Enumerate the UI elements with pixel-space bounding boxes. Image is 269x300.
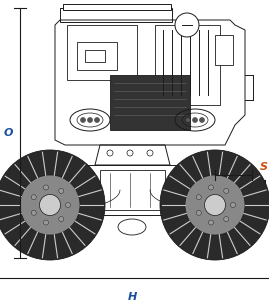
Bar [215, 35, 233, 65]
Bar [110, 75, 190, 130]
Circle shape [204, 194, 225, 215]
Circle shape [0, 150, 105, 260]
Bar [67, 25, 137, 80]
Circle shape [65, 202, 70, 208]
Bar [77, 42, 117, 70]
Circle shape [20, 175, 80, 235]
Circle shape [200, 118, 204, 122]
Circle shape [44, 185, 48, 190]
Circle shape [224, 188, 229, 194]
Bar [100, 170, 165, 210]
Circle shape [185, 175, 245, 235]
Circle shape [31, 210, 36, 215]
Circle shape [59, 217, 64, 222]
Circle shape [208, 185, 214, 190]
Circle shape [87, 118, 93, 122]
Circle shape [196, 210, 201, 215]
Circle shape [40, 194, 61, 215]
Circle shape [80, 118, 86, 122]
Circle shape [31, 195, 36, 200]
Text: H: H [128, 292, 137, 300]
Circle shape [193, 118, 197, 122]
Circle shape [44, 220, 48, 225]
Circle shape [231, 202, 235, 208]
Bar [155, 25, 220, 105]
Bar [63, 4, 171, 10]
Circle shape [196, 195, 201, 200]
Circle shape [175, 13, 199, 37]
Circle shape [208, 220, 214, 225]
Text: S: S [260, 162, 268, 172]
Circle shape [186, 118, 190, 122]
Text: O: O [3, 128, 13, 138]
Bar [55, 165, 235, 215]
Circle shape [94, 118, 100, 122]
Bar [60, 8, 172, 22]
Circle shape [224, 217, 229, 222]
Bar [85, 50, 105, 62]
Circle shape [59, 188, 64, 194]
Circle shape [160, 150, 269, 260]
